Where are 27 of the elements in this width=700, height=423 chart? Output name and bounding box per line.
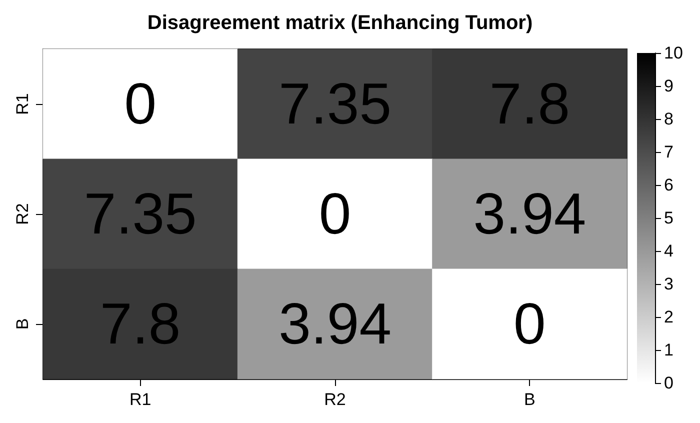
y-tick-label: R2	[13, 203, 32, 225]
color-bar-label: 8	[664, 110, 674, 128]
x-tick-label: B	[524, 390, 536, 409]
color-bar-label: 0	[664, 374, 674, 392]
data-label: 7.8	[100, 292, 181, 356]
data-label: 3.94	[473, 182, 586, 246]
data-label: 7.35	[84, 182, 197, 246]
color-bar-label: 2	[664, 308, 674, 326]
y-tick-label: B	[13, 318, 32, 330]
color-bar-label: 4	[664, 242, 674, 260]
chart-title: Disagreement matrix (Enhancing Tumor)	[147, 12, 533, 34]
data-label: 7.8	[489, 72, 570, 136]
data-label: 3.94	[278, 292, 392, 356]
x-tick-label: R2	[324, 390, 346, 409]
color-bar-label: 9	[664, 76, 674, 96]
color-bar-label: 7	[664, 142, 674, 162]
x-tick-label: R1	[129, 390, 152, 409]
color-bar-label: 5	[664, 208, 674, 228]
color-bar-label: 6	[664, 176, 674, 194]
data-label: 0	[318, 182, 352, 246]
color-bar-label: 10	[664, 44, 683, 62]
color-bar-label: 3	[664, 274, 674, 294]
data-label: 7.35	[278, 72, 392, 136]
data-label: 0	[514, 292, 546, 356]
color-bar-label: 1	[664, 340, 674, 360]
y-tick-label: R1	[13, 93, 32, 115]
data-label: 0	[124, 72, 156, 136]
